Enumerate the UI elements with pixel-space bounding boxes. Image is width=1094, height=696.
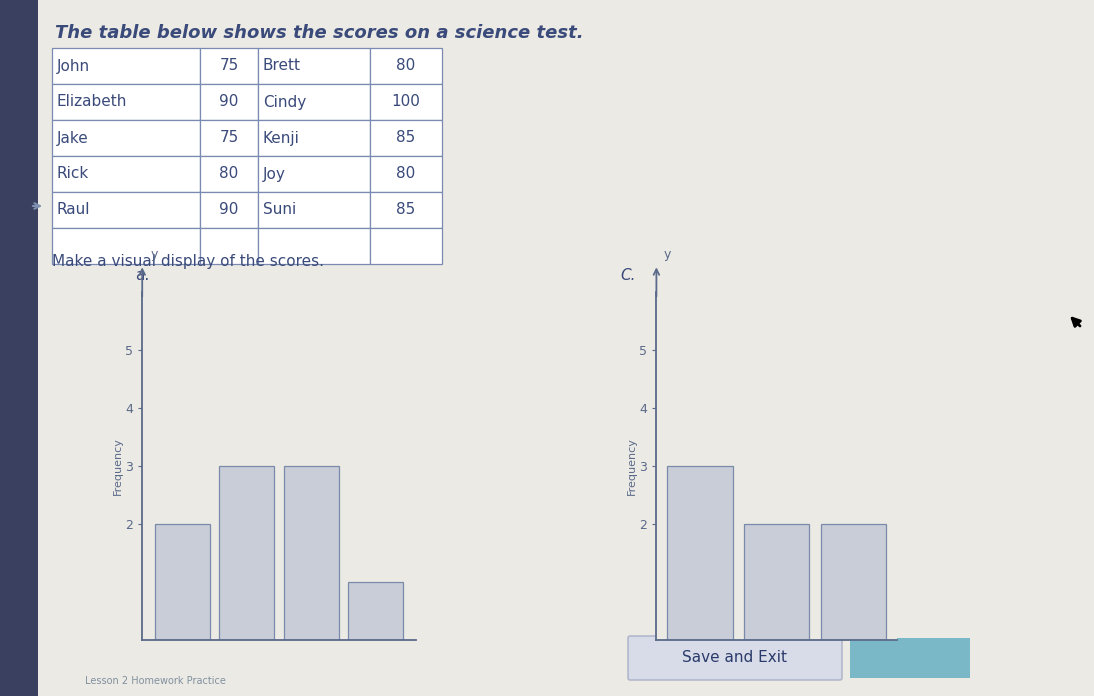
Bar — [200, 84, 258, 120]
Text: Lesson 2 Homework Practice: Lesson 2 Homework Practice — [85, 676, 225, 686]
Bar — [348, 583, 404, 640]
Bar — [219, 466, 275, 640]
Text: 90: 90 — [219, 95, 238, 109]
Bar — [744, 524, 810, 640]
Text: Elizabeth: Elizabeth — [57, 95, 127, 109]
Text: The table below shows the scores on a science test.: The table below shows the scores on a sc… — [55, 24, 583, 42]
Bar — [200, 48, 258, 84]
FancyBboxPatch shape — [628, 636, 842, 680]
Bar — [258, 192, 370, 228]
Text: Joy: Joy — [263, 166, 286, 182]
Bar — [200, 228, 258, 264]
Bar — [200, 156, 258, 192]
Text: Make a visual display of the scores.: Make a visual display of the scores. — [53, 254, 324, 269]
Text: C.: C. — [620, 268, 636, 283]
Bar — [283, 466, 339, 640]
Text: Brett: Brett — [263, 58, 301, 74]
Bar — [53, 192, 200, 228]
Bar — [370, 48, 442, 84]
Bar — [820, 524, 886, 640]
Bar — [258, 84, 370, 120]
Bar — [258, 120, 370, 156]
Bar — [850, 638, 970, 678]
Text: 80: 80 — [396, 166, 416, 182]
Text: Raul: Raul — [57, 203, 91, 217]
Bar — [200, 120, 258, 156]
Text: y: y — [151, 248, 158, 260]
Text: Save and Exit: Save and Exit — [683, 651, 788, 665]
Text: 80: 80 — [396, 58, 416, 74]
Bar — [53, 48, 200, 84]
Bar — [370, 228, 442, 264]
Text: 100: 100 — [392, 95, 420, 109]
Text: Kenji: Kenji — [263, 131, 300, 145]
Bar — [258, 48, 370, 84]
Bar — [370, 120, 442, 156]
Text: 85: 85 — [396, 131, 416, 145]
Bar — [258, 228, 370, 264]
Text: Suni: Suni — [263, 203, 296, 217]
Bar — [370, 192, 442, 228]
Text: y: y — [664, 248, 671, 260]
Y-axis label: Frequency: Frequency — [113, 437, 123, 496]
Bar — [154, 524, 210, 640]
Bar — [0, 0, 38, 696]
Text: a.: a. — [135, 268, 149, 283]
Text: 90: 90 — [219, 203, 238, 217]
Bar — [370, 156, 442, 192]
Text: 85: 85 — [396, 203, 416, 217]
Text: 75: 75 — [220, 58, 238, 74]
Bar — [258, 156, 370, 192]
Text: John: John — [57, 58, 90, 74]
Bar — [53, 156, 200, 192]
Bar — [200, 192, 258, 228]
Bar — [53, 228, 200, 264]
Bar — [53, 84, 200, 120]
Bar — [53, 120, 200, 156]
Text: Jake: Jake — [57, 131, 89, 145]
Y-axis label: Frequency: Frequency — [627, 437, 637, 496]
Bar — [667, 466, 733, 640]
Text: Cindy: Cindy — [263, 95, 306, 109]
Text: 75: 75 — [220, 131, 238, 145]
Text: Rick: Rick — [57, 166, 90, 182]
Text: 80: 80 — [220, 166, 238, 182]
Bar — [370, 84, 442, 120]
